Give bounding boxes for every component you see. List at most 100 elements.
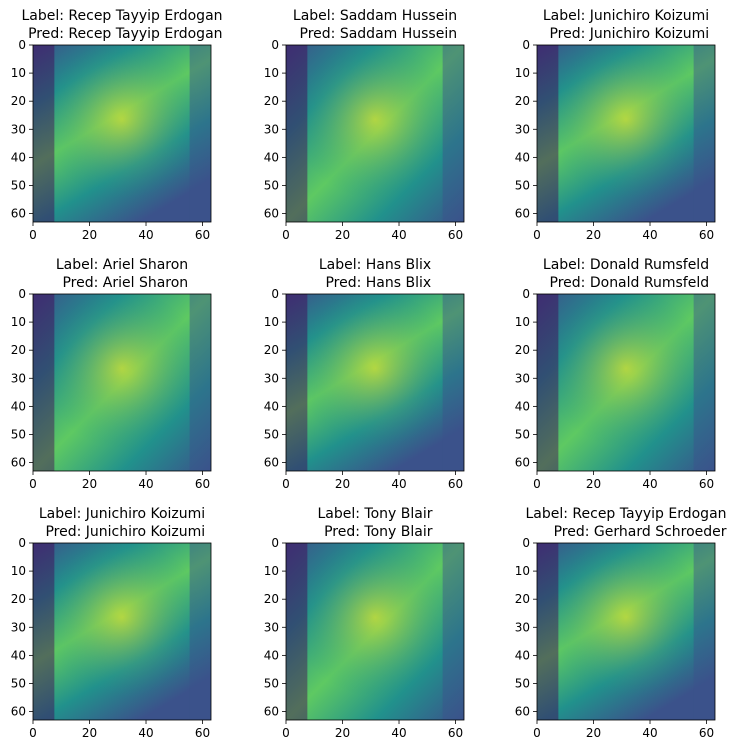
y-tick-label: 60 (264, 705, 279, 719)
subplot-title-label: Label: Tony Blair (317, 506, 432, 522)
x-tick-label: 20 (586, 228, 601, 242)
face-highlight (286, 543, 464, 720)
x-tick-label: 0 (533, 477, 541, 491)
y-tick-label: 60 (515, 207, 530, 221)
y-tick-label: 0 (18, 287, 26, 301)
y-tick-label: 0 (522, 287, 530, 301)
y-tick-label: 50 (264, 427, 279, 441)
y-tick-label: 50 (11, 676, 26, 690)
subplot-8: Label: Tony Blair Pred: Tony Blair 0 20 40 60… (264, 506, 465, 740)
subplot-7: Label: Junichiro Koizumi Pred: Junichiro … (11, 506, 212, 740)
face-highlight (286, 294, 464, 471)
subplot-title-label: Label: Hans Blix (319, 257, 431, 273)
y-tick-label: 0 (271, 38, 279, 52)
x-tick-label: 40 (642, 228, 657, 242)
subplot-title-pred: Pred: Hans Blix (325, 275, 431, 291)
x-tick-label: 60 (699, 477, 714, 491)
x-tick-label: 40 (391, 726, 406, 740)
subplot-title-label: Label: Recep Tayyip Erdogan (525, 506, 726, 522)
y-tick-label: 50 (264, 676, 279, 690)
axes-frame (536, 542, 716, 721)
y-tick-label: 10 (515, 315, 530, 329)
subplot-title-pred: Pred: Donald Rumsfeld (550, 275, 710, 291)
y-tick-label: 0 (18, 38, 26, 52)
y-tick-label: 20 (515, 94, 530, 108)
y-tick-label: 40 (515, 648, 530, 662)
x-tick-label: 40 (642, 477, 657, 491)
y-tick-label: 50 (515, 178, 530, 192)
axes-frame (285, 542, 465, 721)
y-tick-label: 10 (515, 66, 530, 80)
image-edge-right (189, 294, 211, 471)
y-tick-label: 50 (11, 178, 26, 192)
face-highlight (286, 45, 464, 222)
x-tick-label: 60 (448, 477, 463, 491)
y-tick-label: 10 (515, 564, 530, 578)
y-tick-label: 0 (271, 536, 279, 550)
y-tick-label: 60 (515, 705, 530, 719)
y-tick-label: 40 (515, 399, 530, 413)
x-tick-label: 0 (533, 228, 541, 242)
image-edge-right (693, 294, 715, 471)
x-tick-label: 0 (282, 726, 290, 740)
subplot-title-pred: Pred: Saddam Hussein (300, 26, 458, 42)
y-tick-label: 10 (264, 66, 279, 80)
y-tick-label: 60 (11, 207, 26, 221)
y-tick-label: 20 (515, 343, 530, 357)
x-tick-label: 0 (533, 726, 541, 740)
image-edge-left (33, 294, 55, 471)
y-tick-label: 40 (11, 648, 26, 662)
y-tick-label: 30 (515, 371, 530, 385)
y-tick-label: 50 (264, 178, 279, 192)
subplot-title-pred: Pred: Recep Tayyip Erdogan (28, 26, 222, 42)
x-tick-label: 20 (82, 228, 97, 242)
y-tick-label: 60 (264, 456, 279, 470)
y-tick-label: 50 (11, 427, 26, 441)
y-tick-label: 30 (264, 122, 279, 136)
subplot-title-label: Label: Recep Tayyip Erdogan (21, 8, 222, 24)
image-edge-left (33, 543, 55, 720)
y-tick-label: 20 (264, 343, 279, 357)
y-tick-label: 20 (11, 94, 26, 108)
x-tick-label: 20 (82, 726, 97, 740)
x-tick-label: 60 (448, 228, 463, 242)
y-tick-label: 20 (11, 343, 26, 357)
x-tick-label: 0 (282, 228, 290, 242)
y-tick-label: 10 (11, 564, 26, 578)
subplot-4: Label: Ariel Sharon Pred: Ariel Sharon 0 20… (11, 257, 212, 491)
y-tick-label: 40 (11, 399, 26, 413)
y-tick-label: 30 (264, 620, 279, 634)
x-tick-label: 20 (82, 477, 97, 491)
image-edge-left (537, 45, 559, 222)
subplot-title-pred: Pred: Gerhard Schroeder (554, 524, 727, 540)
axes-frame (32, 542, 212, 721)
subplot-2: Label: Saddam Hussein Pred: Saddam Hussei… (264, 8, 465, 242)
x-tick-label: 60 (699, 726, 714, 740)
x-tick-label: 20 (335, 228, 350, 242)
y-tick-label: 30 (11, 122, 26, 136)
y-tick-label: 30 (515, 620, 530, 634)
x-tick-label: 0 (29, 477, 37, 491)
image-edge-right (442, 45, 464, 222)
x-tick-label: 0 (29, 228, 37, 242)
subplot-title-label: Label: Junichiro Koizumi (39, 506, 205, 522)
face-highlight (537, 543, 715, 720)
image-edge-right (442, 543, 464, 720)
image-edge-right (693, 45, 715, 222)
y-tick-label: 40 (264, 648, 279, 662)
x-tick-label: 40 (391, 228, 406, 242)
x-tick-label: 60 (195, 726, 210, 740)
image-edge-right (189, 45, 211, 222)
x-tick-label: 40 (138, 477, 153, 491)
subplot-3: Label: Junichiro Koizumi Pred: Junichiro … (515, 8, 716, 242)
x-tick-label: 20 (586, 477, 601, 491)
y-tick-label: 60 (11, 705, 26, 719)
y-tick-label: 50 (515, 676, 530, 690)
x-tick-label: 60 (448, 726, 463, 740)
face-highlight (537, 45, 715, 222)
subplot-title-label: Label: Ariel Sharon (56, 257, 188, 273)
x-tick-label: 60 (195, 477, 210, 491)
image-edge-left (537, 543, 559, 720)
